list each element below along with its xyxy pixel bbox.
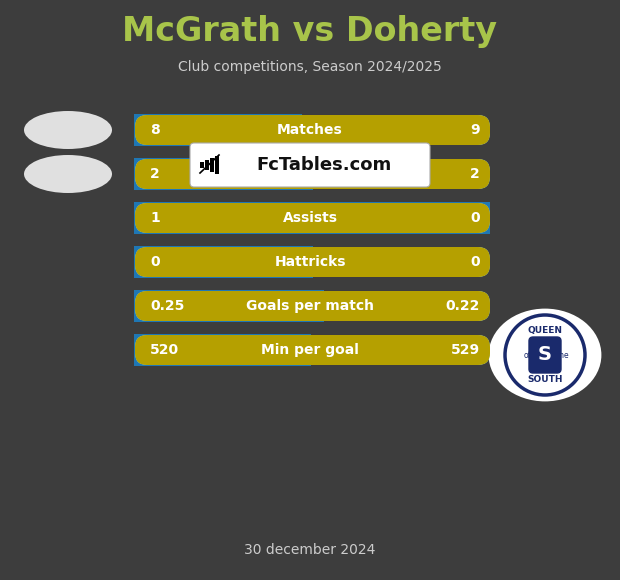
Text: 0: 0 [471,211,480,225]
Text: McGrath vs Doherty: McGrath vs Doherty [123,16,497,49]
Ellipse shape [24,111,112,149]
FancyBboxPatch shape [135,291,490,321]
Circle shape [505,315,585,395]
FancyBboxPatch shape [135,115,490,145]
Bar [134,114,302,146]
Bar [215,156,219,174]
Text: 2: 2 [150,167,160,181]
Bar [134,202,490,234]
FancyBboxPatch shape [529,337,561,373]
Text: Goals per match: Goals per match [246,299,374,313]
Bar [134,246,312,278]
Bar [134,334,311,366]
Text: 0: 0 [150,255,159,269]
Text: 9: 9 [471,123,480,137]
FancyBboxPatch shape [135,159,490,189]
Text: 529: 529 [451,343,480,357]
Text: 0.25: 0.25 [150,299,184,313]
FancyBboxPatch shape [135,335,490,365]
FancyBboxPatch shape [135,115,490,145]
Bar [200,162,204,168]
FancyBboxPatch shape [135,203,490,233]
Bar [134,158,312,190]
FancyBboxPatch shape [190,143,430,187]
Text: the: the [557,350,569,360]
Text: Hattricks: Hattricks [274,255,346,269]
Bar [134,290,324,322]
Text: QUEEN: QUEEN [528,327,562,335]
Text: 0.22: 0.22 [446,299,480,313]
Text: 520: 520 [150,343,179,357]
Text: 1: 1 [150,211,160,225]
FancyBboxPatch shape [135,159,490,189]
FancyBboxPatch shape [135,335,490,365]
Bar [205,160,209,170]
Text: 0: 0 [471,255,480,269]
Text: 2: 2 [470,167,480,181]
Text: Assists: Assists [283,211,337,225]
Ellipse shape [490,310,600,400]
FancyBboxPatch shape [135,203,490,233]
Text: Goals: Goals [288,167,332,181]
Text: Club competitions, Season 2024/2025: Club competitions, Season 2024/2025 [178,60,442,74]
Text: Min per goal: Min per goal [261,343,359,357]
Text: FcTables.com: FcTables.com [257,156,392,174]
Text: 30 december 2024: 30 december 2024 [244,543,376,557]
Text: of: of [523,350,531,360]
Text: S: S [538,346,552,364]
FancyBboxPatch shape [135,247,490,277]
Text: Matches: Matches [277,123,343,137]
Bar [210,158,214,172]
Text: SOUTH: SOUTH [527,375,563,383]
Ellipse shape [24,155,112,193]
FancyBboxPatch shape [135,247,490,277]
FancyBboxPatch shape [135,291,490,321]
Text: 8: 8 [150,123,160,137]
